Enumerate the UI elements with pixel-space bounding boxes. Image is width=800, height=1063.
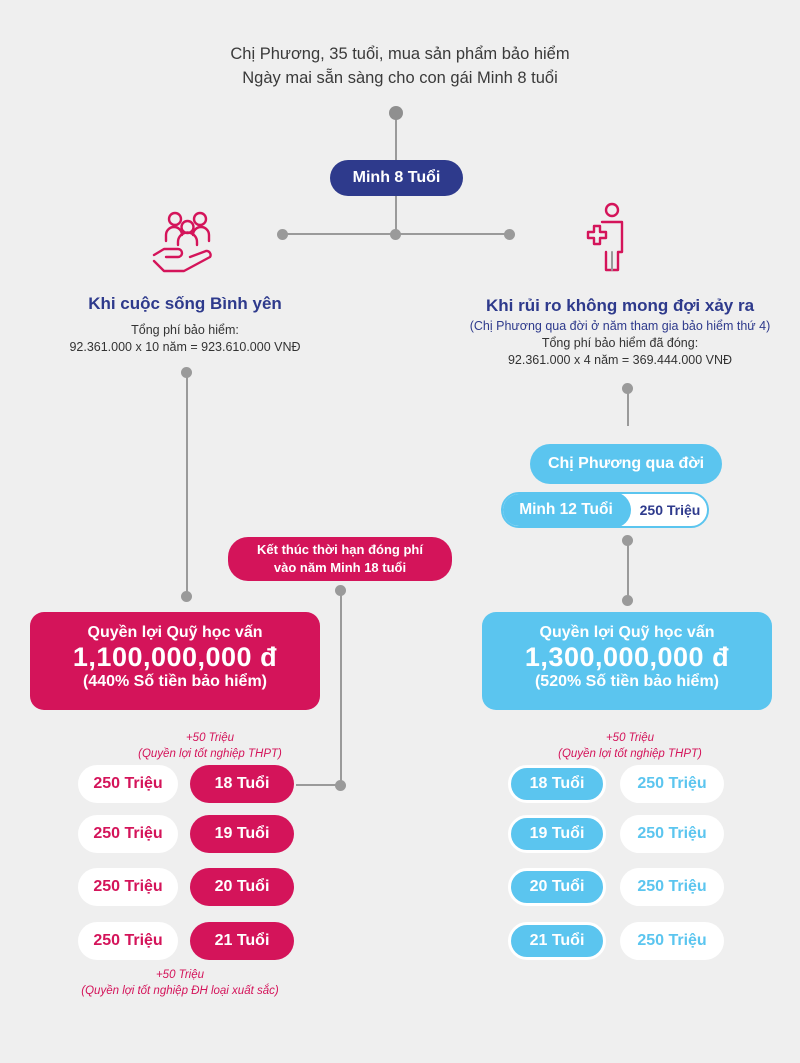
left-fee-calc: 92.361.000 x 10 năm = 923.610.000 VNĐ bbox=[69, 340, 301, 354]
family-hand-icon bbox=[150, 205, 222, 277]
left-row-amount: 250 Triệu bbox=[78, 815, 178, 853]
left-row-age: 21 Tuổi bbox=[190, 922, 294, 960]
left-row-amount: 250 Triệu bbox=[78, 922, 178, 960]
right-branch-subtitle: (Chị Phương qua đời ở năm tham gia bảo h… bbox=[469, 319, 771, 333]
intro: Chị Phương, 35 tuổi, mua sản phẩm bảo hi… bbox=[0, 42, 800, 90]
right-mid-dot bbox=[622, 535, 633, 546]
end-note-line-2: vào năm Minh 18 tuổi bbox=[273, 560, 407, 575]
end-note-line-1: Kết thúc thời hạn đóng phí bbox=[257, 542, 423, 557]
row18-dot bbox=[335, 780, 346, 791]
left-bottom-dot bbox=[181, 591, 192, 602]
left-benefit-card: Quyền lợi Quỹ học vấn 1,100,000,000 đ (4… bbox=[30, 612, 320, 710]
right-card-title: Quyền lợi Quỹ học vấn bbox=[539, 624, 715, 641]
left-row-age: 18 Tuổi bbox=[190, 765, 294, 803]
right-row-amount: 250 Triệu bbox=[620, 868, 724, 906]
right-benefit-card: Quyền lợi Quỹ học vấn 1,300,000,000 đ (5… bbox=[482, 612, 772, 710]
right-branch-info: Khi rủi ro không mong đợi xảy ra (Chị Ph… bbox=[430, 296, 800, 369]
left-bonus-bottom-line-2: (Quyền lợi tốt nghiệp ĐH loại xuất sắc) bbox=[81, 985, 279, 997]
left-bonus-top-line-1: +50 Triệu bbox=[185, 732, 235, 744]
left-row-age: 20 Tuổi bbox=[190, 868, 294, 906]
root-dot bbox=[389, 106, 403, 120]
right-top-dot bbox=[622, 383, 633, 394]
left-bonus-bottom: +50 Triệu (Quyền lợi tốt nghiệp ĐH loại … bbox=[40, 967, 320, 999]
payout-age: Minh 12 Tuổi bbox=[503, 494, 631, 526]
left-branch-info: Khi cuộc sống Bình yên Tổng phí bảo hiểm… bbox=[40, 294, 330, 356]
intro-line-2: Ngày mai sẵn sàng cho con gái Minh 8 tuổ… bbox=[242, 69, 558, 87]
left-bonus-top: +50 Triệu (Quyền lợi tốt nghiệp THPT) bbox=[80, 730, 340, 762]
right-bonus-top-line-2: (Quyền lợi tốt nghiệp THPT) bbox=[558, 748, 702, 760]
left-branch-title: Khi cuộc sống Bình yên bbox=[88, 294, 282, 313]
branch-dot-right bbox=[504, 229, 515, 240]
branch-dot-left bbox=[277, 229, 288, 240]
right-row-amount: 250 Triệu bbox=[620, 765, 724, 803]
right-row-amount: 250 Triệu bbox=[620, 922, 724, 960]
left-row-amount: 250 Triệu bbox=[78, 868, 178, 906]
right-row-age: 18 Tuổi bbox=[508, 765, 606, 803]
intro-line-1: Chị Phương, 35 tuổi, mua sản phẩm bảo hi… bbox=[230, 45, 570, 63]
right-branch-title: Khi rủi ro không mong đợi xảy ra bbox=[485, 296, 755, 315]
left-row-age: 19 Tuổi bbox=[190, 815, 294, 853]
payout-pill: Minh 12 Tuổi 250 Triệu bbox=[501, 492, 709, 528]
right-bonus-top-line-1: +50 Triệu bbox=[605, 732, 655, 744]
right-row-age: 20 Tuổi bbox=[508, 868, 606, 906]
left-fee-label: Tổng phí bảo hiểm: bbox=[131, 323, 239, 337]
left-card-title: Quyền lợi Quỹ học vấn bbox=[87, 624, 263, 641]
payout-amount: 250 Triệu bbox=[639, 502, 701, 518]
left-top-dot bbox=[181, 367, 192, 378]
left-bonus-bottom-line-1: +50 Triệu bbox=[155, 969, 205, 981]
right-bottom-dot bbox=[622, 595, 633, 606]
root-pill: Minh 8 Tuổi bbox=[330, 160, 463, 196]
right-fee-calc: 92.361.000 x 4 năm = 369.444.000 VNĐ bbox=[507, 353, 733, 367]
right-card-percent: (520% Số tiền bảo hiểm) bbox=[534, 673, 720, 690]
hospital-person-icon bbox=[584, 202, 632, 274]
right-fee-label: Tổng phí bảo hiểm đã đóng: bbox=[541, 336, 699, 350]
right-row-age: 21 Tuổi bbox=[508, 922, 606, 960]
end-note-dot bbox=[335, 585, 346, 596]
left-bonus-top-line-2: (Quyền lợi tốt nghiệp THPT) bbox=[138, 748, 282, 760]
right-row-age: 19 Tuổi bbox=[508, 815, 606, 853]
branch-dot-center bbox=[390, 229, 401, 240]
right-row-amount: 250 Triệu bbox=[620, 815, 724, 853]
right-bonus-top: +50 Triệu (Quyền lợi tốt nghiệp THPT) bbox=[500, 730, 760, 762]
left-card-amount: 1,100,000,000 đ bbox=[72, 642, 278, 672]
end-note-pill: Kết thúc thời hạn đóng phí vào năm Minh … bbox=[228, 537, 452, 581]
right-card-amount: 1,300,000,000 đ bbox=[524, 642, 730, 672]
event-pill: Chị Phương qua đời bbox=[530, 444, 722, 484]
left-card-percent: (440% Số tiền bảo hiểm) bbox=[82, 673, 268, 690]
left-row-amount: 250 Triệu bbox=[78, 765, 178, 803]
